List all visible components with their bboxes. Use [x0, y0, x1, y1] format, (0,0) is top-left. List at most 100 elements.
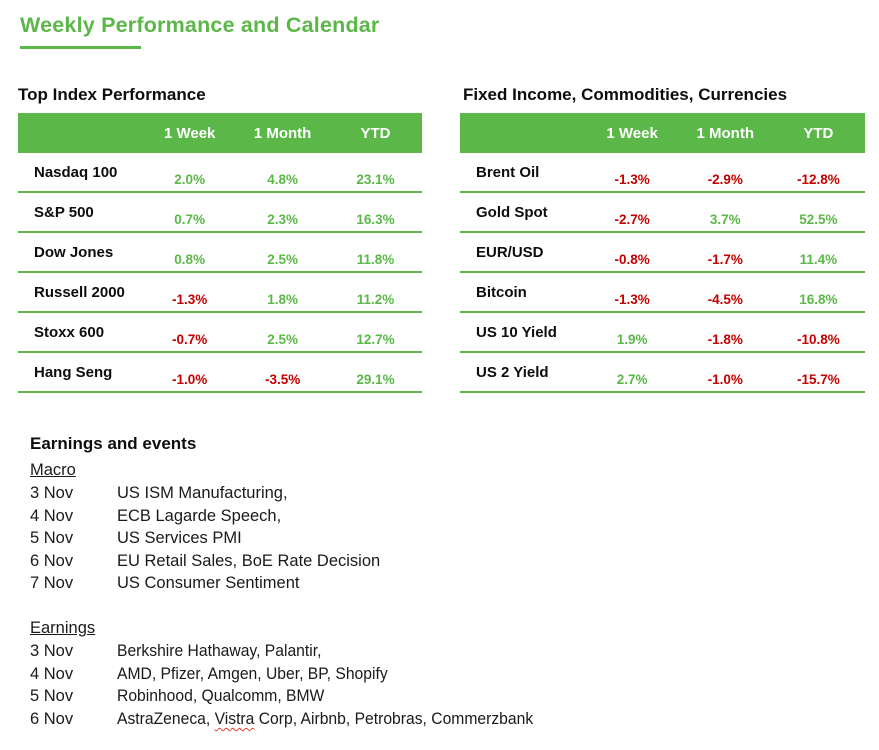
value-1month: -3.5% [264, 372, 301, 387]
row-label: Brent Oil [476, 163, 540, 181]
event-date: 4 Nov [30, 664, 74, 683]
value-1week: 2.7% [616, 372, 648, 387]
value-1week: -0.7% [172, 332, 208, 347]
value-ytd: -12.8% [797, 172, 840, 187]
table-header-row: 1 Week 1 Month YTD [460, 113, 865, 153]
event-date: 3 Nov [30, 484, 74, 502]
event-date: 7 Nov [30, 574, 74, 593]
value-ytd: 11.2% [356, 292, 395, 307]
earnings-item: 6 Nov AstraZeneca, Vistra Corp, Airbnb, … [30, 708, 850, 731]
value-1month: -1.8% [707, 332, 743, 347]
event-date: 5 Nov [30, 687, 74, 706]
earnings-and-events-section: Earnings and events Macro 3 Nov US ISM M… [30, 434, 850, 730]
row-label: Russell 2000 [34, 283, 125, 301]
value-1month: -2.9% [707, 172, 743, 187]
value-1week: -0.8% [614, 252, 650, 267]
value-1month: 3.7% [709, 212, 741, 227]
earnings-group: Earnings 3 Nov Berkshire Hathaway, Palan… [30, 617, 850, 730]
value-1month: -4.5% [707, 292, 743, 307]
earnings-item: 5 Nov Robinhood, Qualcomm, BMW [30, 685, 850, 708]
event-text: US Consumer Sentiment [117, 574, 300, 593]
value-1week: -2.7% [614, 212, 650, 227]
fixed-income-table: 1 Week 1 Month YTD Brent Oil -1.3% -2.9%… [460, 113, 865, 393]
event-date: 3 Nov [30, 641, 74, 660]
event-text: ECB Lagarde Speech, [117, 506, 282, 525]
table-row: Russell 2000 -1.3% 1.8% 11.2% [18, 273, 422, 313]
row-label: Gold Spot [476, 203, 548, 221]
value-1month: 2.5% [267, 252, 298, 267]
event-text-pre: AMD, Pfizer, Amgen, Uber, BP, Shopify [117, 664, 388, 683]
header-name-spacer [18, 113, 143, 153]
column-header-ytd: YTD [803, 124, 834, 142]
value-ytd: 16.3% [356, 212, 395, 227]
row-label: Stoxx 600 [34, 323, 105, 341]
section-heading-fixed-income: Fixed Income, Commodities, Currencies [463, 85, 788, 104]
value-ytd: -15.7% [797, 372, 840, 387]
column-header-1week: 1 Week [163, 124, 216, 142]
table-row: S&P 500 0.7% 2.3% 16.3% [18, 193, 422, 233]
event-text: Berkshire Hathaway, Palantir, [117, 640, 321, 663]
event-item: 4 Nov ECB Lagarde Speech, [30, 505, 850, 528]
value-1week: -1.0% [172, 372, 208, 387]
table-row: US 10 Yield 1.9% -1.8% -10.8% [460, 313, 865, 353]
section-fixed-income-commodities-currencies: Fixed Income, Commodities, Currencies 1 … [460, 85, 865, 393]
value-ytd: 16.8% [799, 292, 838, 307]
table-header-row: 1 Week 1 Month YTD [18, 113, 422, 153]
column-header-1month: 1 Month [696, 124, 755, 142]
earnings-item: 4 Nov AMD, Pfizer, Amgen, Uber, BP, Shop… [30, 663, 850, 686]
header-name-spacer [460, 113, 586, 153]
row-label: US 10 Yield [476, 323, 557, 341]
event-item: 3 Nov US ISM Manufacturing, [30, 482, 850, 505]
event-text: Robinhood, Qualcomm, BMW [117, 685, 324, 708]
table-row: Brent Oil -1.3% -2.9% -12.8% [460, 153, 865, 193]
table-row: Gold Spot -2.7% 3.7% 52.5% [460, 193, 865, 233]
earnings-item: 3 Nov Berkshire Hathaway, Palantir, [30, 640, 850, 663]
event-text: EU Retail Sales, BoE Rate Decision [117, 551, 381, 570]
value-ytd: 29.1% [356, 372, 395, 387]
value-1week: 0.7% [174, 212, 206, 227]
row-label: US 2 Yield [476, 363, 549, 381]
column-header-1month: 1 Month [253, 124, 312, 142]
row-label: Dow Jones [34, 243, 114, 261]
row-label: EUR/USD [476, 243, 544, 261]
value-1month: -1.7% [707, 252, 743, 267]
value-ytd: 52.5% [799, 212, 838, 227]
event-date: 4 Nov [30, 506, 74, 525]
section-top-index-performance: Top Index Performance 1 Week 1 Month YTD… [18, 85, 422, 393]
value-1month: 2.3% [267, 212, 298, 227]
value-ytd: 11.8% [356, 252, 395, 267]
event-text-pre: Robinhood, Qualcomm, BMW [117, 687, 325, 706]
page-title: Weekly Performance and Calendar [20, 13, 380, 37]
value-1month: -1.0% [707, 372, 743, 387]
earnings-label: Earnings [30, 618, 96, 637]
value-ytd: -10.8% [797, 332, 840, 347]
value-1week: -1.3% [614, 172, 650, 187]
event-date: 5 Nov [30, 529, 74, 548]
table-row: EUR/USD -0.8% -1.7% 11.4% [460, 233, 865, 273]
event-text-post: Corp, Airbnb, Petrobras, Commerzbank [254, 709, 534, 728]
spellcheck-wavy-word: Vistra [214, 709, 255, 728]
value-1week: -1.3% [172, 292, 208, 307]
value-1week: -1.3% [614, 292, 650, 307]
value-ytd: 11.4% [799, 252, 838, 267]
value-1month: 4.8% [267, 172, 298, 187]
column-header-1week: 1 Week [606, 124, 658, 142]
value-1week: 0.8% [174, 252, 206, 267]
table-row: Hang Seng -1.0% -3.5% 29.1% [18, 353, 422, 393]
section-heading-top-index: Top Index Performance [18, 85, 206, 104]
row-label: Hang Seng [34, 363, 113, 381]
top-index-performance-table: 1 Week 1 Month YTD Nasdaq 100 2.0% 4.8% … [18, 113, 422, 393]
value-ytd: 23.1% [356, 172, 395, 187]
title-underline [20, 46, 141, 49]
value-1month: 2.5% [267, 332, 298, 347]
event-item: 5 Nov US Services PMI [30, 527, 850, 550]
table-row: Bitcoin -1.3% -4.5% 16.8% [460, 273, 865, 313]
table-row: Nasdaq 100 2.0% 4.8% 23.1% [18, 153, 422, 193]
column-header-ytd: YTD [360, 124, 391, 142]
row-label: Nasdaq 100 [34, 163, 118, 181]
event-date: 6 Nov [30, 709, 74, 728]
value-1month: 1.8% [267, 292, 298, 307]
event-text: US Services PMI [117, 529, 242, 548]
row-label: S&P 500 [34, 203, 94, 221]
